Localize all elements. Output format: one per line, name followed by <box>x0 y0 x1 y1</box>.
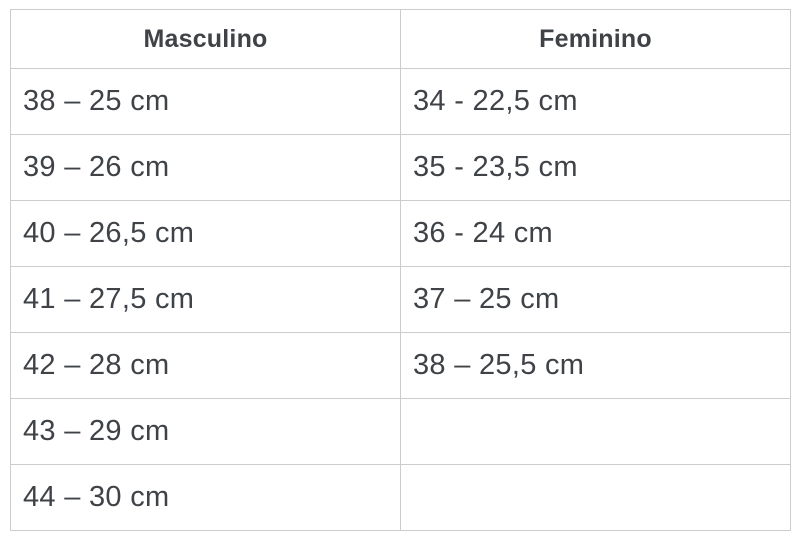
cell-feminino: 38 – 25,5 cm <box>400 332 791 399</box>
cell-masculino: 41 – 27,5 cm <box>10 266 401 333</box>
cell-masculino: 40 – 26,5 cm <box>10 200 401 267</box>
table-row: 40 – 26,5 cm 36 - 24 cm <box>10 200 791 267</box>
cell-feminino: 35 - 23,5 cm <box>400 134 791 201</box>
cell-masculino: 42 – 28 cm <box>10 332 401 399</box>
column-header-masculino: Masculino <box>10 9 401 69</box>
table-row: 42 – 28 cm 38 – 25,5 cm <box>10 332 791 399</box>
column-header-feminino: Feminino <box>400 9 791 69</box>
table-body: 38 – 25 cm 34 - 22,5 cm 39 – 26 cm 35 - … <box>10 68 791 531</box>
cell-feminino: 36 - 24 cm <box>400 200 791 267</box>
cell-masculino: 38 – 25 cm <box>10 68 401 135</box>
table-row: 39 – 26 cm 35 - 23,5 cm <box>10 134 791 201</box>
cell-masculino: 43 – 29 cm <box>10 398 401 465</box>
cell-masculino: 39 – 26 cm <box>10 134 401 201</box>
cell-feminino <box>400 464 791 531</box>
table-row: 43 – 29 cm <box>10 398 791 465</box>
cell-feminino: 37 – 25 cm <box>400 266 791 333</box>
shoe-size-table-container: Masculino Feminino 38 – 25 cm 34 - 22,5 … <box>10 9 791 531</box>
table-row: 44 – 30 cm <box>10 464 791 531</box>
header-row: Masculino Feminino <box>10 9 791 69</box>
cell-masculino: 44 – 30 cm <box>10 464 401 531</box>
cell-feminino <box>400 398 791 465</box>
table-row: 41 – 27,5 cm 37 – 25 cm <box>10 266 791 333</box>
cell-feminino: 34 - 22,5 cm <box>400 68 791 135</box>
table-row: 38 – 25 cm 34 - 22,5 cm <box>10 68 791 135</box>
table-header: Masculino Feminino <box>10 9 791 69</box>
shoe-size-table: Masculino Feminino 38 – 25 cm 34 - 22,5 … <box>10 9 791 531</box>
